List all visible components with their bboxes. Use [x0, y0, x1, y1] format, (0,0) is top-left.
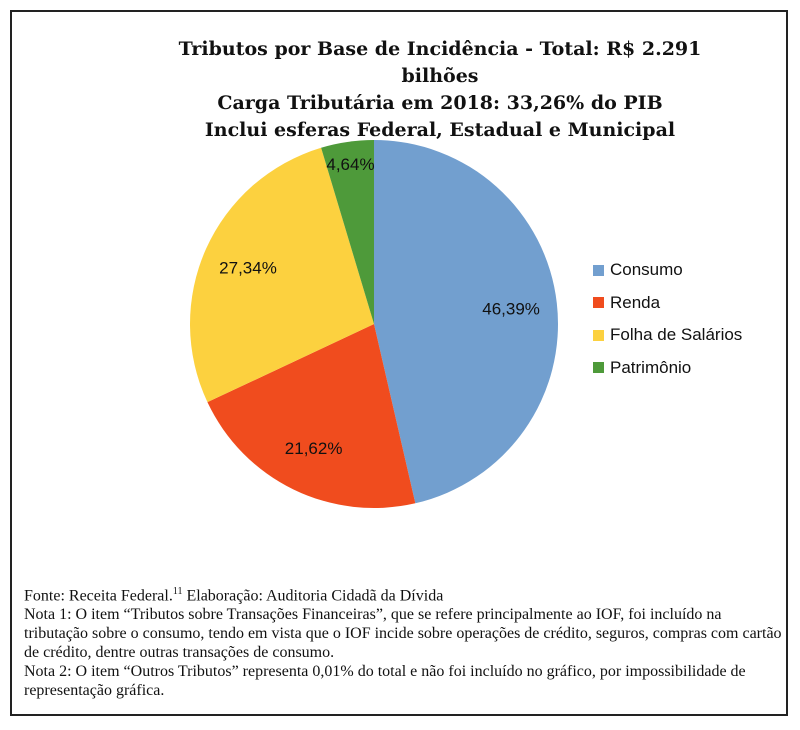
data-label: 21,62% [285, 439, 343, 458]
data-label: 46,39% [482, 299, 540, 318]
legend-item-folha: Folha de Salários [593, 319, 742, 352]
legend-label: Folha de Salários [610, 325, 743, 345]
legend-label: Patrimônio [610, 357, 692, 377]
title-line-2: Carga Tributária em 2018: 33,26% do PIB [217, 92, 663, 114]
source-text: Fonte: Receita Federal. [24, 587, 173, 605]
title-line-3: Inclui esferas Federal, Estadual e Munic… [204, 119, 676, 141]
chart-title: Tributos por Base de Incidência - Total:… [150, 36, 730, 144]
data-label: 27,34% [219, 259, 277, 278]
legend-item-renda: Renda [593, 287, 742, 320]
legend-label: Consumo [610, 260, 683, 280]
title-line-1: Tributos por Base de Incidência - Total:… [178, 38, 702, 87]
pie-slice-patrimônio [321, 140, 374, 324]
legend-swatch [593, 362, 604, 374]
note-2: Nota 2: O item “Outros Tributos” represe… [24, 663, 746, 700]
footnote-ref: 11 [172, 586, 183, 597]
source-line: Fonte: Receita Federal.11 Elaboração: Au… [24, 582, 784, 605]
source-author: Elaboração: Auditoria Cidadã da Dívida [182, 587, 444, 605]
legend-swatch [593, 329, 604, 341]
note-1: Nota 1: O item “Tributos sobre Transaçõe… [24, 606, 782, 662]
legend-item-consumo: Consumo [593, 254, 742, 287]
legend-swatch [593, 297, 604, 309]
data-label: 4,64% [326, 155, 374, 174]
figure-frame [10, 10, 788, 716]
legend-label: Renda [610, 292, 661, 312]
legend-item-patrimonio: Patrimônio [593, 352, 742, 385]
pie-slice-folha-de-salários [189, 147, 374, 403]
legend: Consumo Renda Folha de Salários Patrimôn… [593, 254, 742, 384]
pie-slice-consumo [374, 140, 559, 504]
legend-swatch [593, 264, 604, 276]
pie-slice-renda [207, 324, 416, 508]
footnotes: Fonte: Receita Federal.11 Elaboração: Au… [24, 582, 784, 700]
